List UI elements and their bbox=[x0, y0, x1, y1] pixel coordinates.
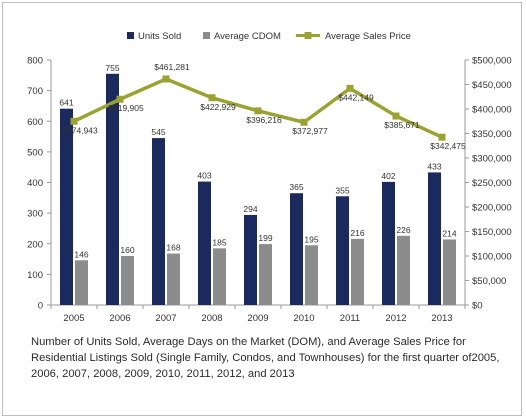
bar-average-cdom bbox=[305, 245, 318, 305]
bar-units-sold bbox=[198, 181, 211, 305]
data-label-average-cdom: 185 bbox=[212, 237, 226, 247]
legend-label-units-sold: Units Sold bbox=[138, 31, 181, 42]
bar-average-cdom bbox=[213, 248, 226, 305]
point-average-sales-price bbox=[300, 118, 308, 126]
bar-units-sold bbox=[244, 214, 257, 305]
y-right-tick-label: $250,000 bbox=[472, 178, 512, 189]
x-tick-label: 2009 bbox=[247, 313, 268, 324]
legend-swatch-units-sold bbox=[127, 32, 134, 39]
bar-units-sold bbox=[336, 196, 349, 305]
data-label-units-sold: 641 bbox=[59, 98, 73, 108]
x-tick-label: 2008 bbox=[201, 313, 222, 324]
bar-units-sold bbox=[428, 172, 441, 305]
x-tick-label: 2005 bbox=[63, 313, 84, 324]
data-label-average-sales-price: $372,977 bbox=[292, 126, 328, 136]
y-right-tick-label: $500,000 bbox=[472, 56, 512, 67]
data-label-average-sales-price: $374,943 bbox=[62, 125, 98, 135]
chart-caption: Number of Units Sold, Average Days on th… bbox=[31, 336, 500, 380]
x-tick-label: 2013 bbox=[431, 313, 452, 324]
bar-average-cdom bbox=[259, 244, 272, 305]
data-label-units-sold: 294 bbox=[243, 204, 257, 214]
data-label-units-sold: 365 bbox=[289, 182, 303, 192]
data-label-average-cdom: 160 bbox=[120, 245, 134, 255]
data-label-average-cdom: 216 bbox=[350, 228, 364, 238]
bar-average-cdom bbox=[443, 239, 456, 305]
data-label-average-sales-price: $442,149 bbox=[338, 92, 374, 102]
data-label-average-sales-price: $461,281 bbox=[154, 62, 190, 72]
data-label-average-cdom: 199 bbox=[258, 233, 272, 243]
bar-average-cdom bbox=[167, 253, 180, 305]
chart-frame: 0 100 200 300 400 500 600 700 800 $0 $50,000 $100,0… bbox=[2, 2, 522, 416]
data-label-units-sold: 433 bbox=[427, 161, 441, 171]
bar-average-cdom bbox=[397, 235, 410, 305]
point-average-sales-price bbox=[162, 75, 170, 83]
data-label-average-sales-price: $385,671 bbox=[384, 120, 420, 130]
y-left-tick-label: 800 bbox=[27, 56, 43, 67]
bar-average-cdom bbox=[351, 238, 364, 305]
y-right-tick-label: $150,000 bbox=[472, 227, 512, 238]
x-tick-label: 2007 bbox=[155, 313, 176, 324]
x-tick-label: 2006 bbox=[109, 313, 130, 324]
point-average-sales-price bbox=[392, 112, 400, 120]
y-left-tick-label: 100 bbox=[27, 270, 43, 281]
data-label-average-cdom: 146 bbox=[74, 249, 88, 259]
data-label-units-sold: 755 bbox=[105, 63, 119, 73]
y-right-tick-label: $400,000 bbox=[472, 105, 512, 116]
bar-average-cdom bbox=[75, 260, 88, 305]
bar-average-cdom bbox=[121, 256, 134, 305]
y-left-tick-label: 700 bbox=[27, 86, 43, 97]
y-right-tick-label: $350,000 bbox=[472, 129, 512, 140]
bar-units-sold bbox=[152, 138, 165, 305]
data-label-units-sold: 545 bbox=[151, 127, 165, 137]
y-right-tick-label: $450,000 bbox=[472, 80, 512, 91]
data-label-units-sold: 355 bbox=[335, 185, 349, 195]
legend-label-average-cdom: Average CDOM bbox=[214, 31, 281, 42]
bar-units-sold bbox=[106, 73, 119, 305]
point-average-sales-price bbox=[116, 95, 124, 103]
y-right-tick-label: $300,000 bbox=[472, 154, 512, 165]
y-right-tick-label: $50,000 bbox=[472, 276, 506, 287]
point-average-sales-price bbox=[346, 84, 354, 92]
bar-units-sold bbox=[290, 193, 303, 305]
y-right-tick-label: $0 bbox=[472, 301, 483, 312]
data-label-average-cdom: 195 bbox=[304, 234, 318, 244]
y-left-tick-label: 600 bbox=[27, 117, 43, 128]
data-label-units-sold: 403 bbox=[197, 171, 211, 181]
data-label-average-cdom: 168 bbox=[166, 243, 180, 253]
y-right-tick-label: $100,000 bbox=[472, 252, 512, 263]
x-tick-label: 2010 bbox=[293, 313, 314, 324]
data-label-units-sold: 402 bbox=[381, 171, 395, 181]
bar-units-sold bbox=[60, 108, 73, 305]
x-tick-label: 2011 bbox=[340, 313, 360, 324]
data-label-average-cdom: 226 bbox=[396, 225, 410, 235]
data-label-average-sales-price: $422,929 bbox=[200, 102, 236, 112]
y-left-tick-label: 0 bbox=[38, 301, 43, 312]
y-left-tick-label: 300 bbox=[27, 209, 43, 220]
data-label-average-sales-price: $396,216 bbox=[246, 115, 282, 125]
legend-swatch-average-cdom bbox=[203, 32, 210, 39]
legend-swatch-marker-average-sales-price bbox=[304, 32, 312, 39]
point-average-sales-price bbox=[208, 94, 216, 102]
y-left-tick-label: 500 bbox=[27, 147, 43, 158]
y-left-tick-label: 400 bbox=[27, 178, 43, 189]
x-tick-label: 2012 bbox=[385, 313, 406, 324]
y-right-tick-label: $200,000 bbox=[472, 203, 512, 214]
y-left-tick-label: 200 bbox=[27, 239, 43, 250]
point-average-sales-price bbox=[70, 117, 78, 125]
point-average-sales-price bbox=[254, 107, 262, 115]
point-average-sales-price bbox=[438, 133, 446, 141]
data-label-average-sales-price: $342,475 bbox=[430, 141, 466, 151]
legend-label-average-sales-price: Average Sales Price bbox=[325, 31, 411, 42]
data-label-average-cdom: 214 bbox=[442, 228, 456, 238]
chart-svg: 0 100 200 300 400 500 600 700 800 $0 $50,000 $100,0… bbox=[27, 31, 512, 324]
bar-units-sold bbox=[382, 181, 395, 305]
data-label-average-sales-price: $419,905 bbox=[108, 103, 144, 113]
